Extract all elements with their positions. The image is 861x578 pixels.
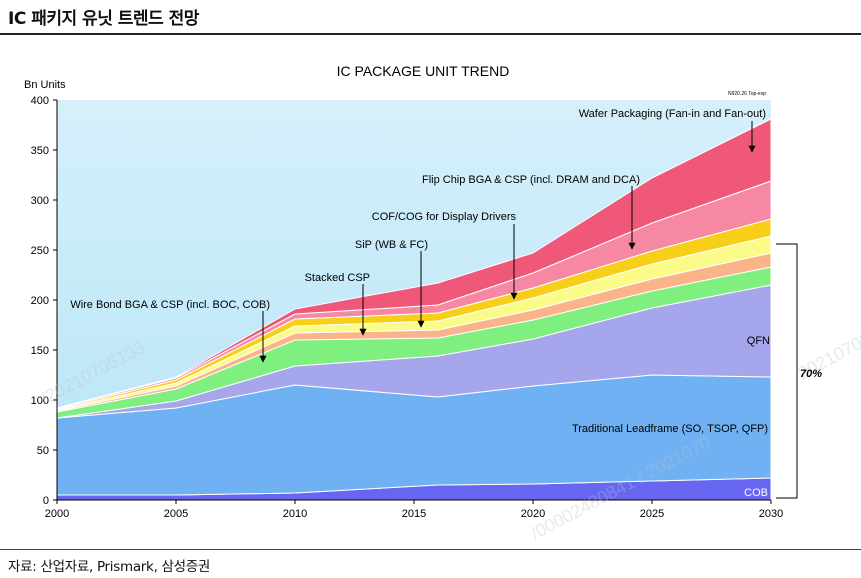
y-tick-label: 100 [31,395,49,407]
share-bracket-label: 70% [800,368,822,380]
annotation-stacked-csp: Stacked CSP [305,272,370,284]
x-tick-label: 2025 [640,508,664,520]
page-title: IC 패키지 유닛 트렌드 전망 [8,9,199,29]
annotation-qfn: QFN [747,335,770,347]
annotations: Wafer Packaging (Fan-in and Fan-out) Fli… [70,108,822,499]
y-tick-label: 350 [31,145,49,157]
ic-package-unit-chart: IC PACKAGE UNIT TREND Bn Units N920.26 T… [24,63,861,544]
title-divider [0,33,861,35]
x-tick-label: 2020 [521,508,545,520]
annotation-wafer-packaging: Wafer Packaging (Fan-in and Fan-out) [579,108,766,120]
y-axis-label: Bn Units [24,79,66,91]
annotation-flip-chip: Flip Chip BGA & CSP (incl. DRAM and DCA) [422,174,640,186]
source-note: 자료: 산업자료, Prismark, 삼성증권 [8,559,211,575]
y-tick-label: 200 [31,295,49,307]
share-bracket [776,243,798,499]
x-tick-label: 2000 [45,508,69,520]
x-tick-label: 2015 [402,508,426,520]
annotation-cob: COB [744,487,768,499]
area-series-8 [56,118,772,409]
area-layers [56,118,772,501]
x-tick-label: 2030 [759,508,783,520]
axes: 0 50 100 150 200 250 300 350 400 2000 2005 2010 2015… [31,95,784,520]
annotation-wire-bond: Wire Bond BGA & CSP (incl. BOC, COB) [70,299,270,311]
y-tick-label: 50 [37,445,49,457]
y-tick-label: 250 [31,245,49,257]
y-tick-label: 0 [43,495,49,507]
y-tick-label: 400 [31,95,49,107]
chart-note: N920.26 Top-exp [728,91,766,97]
y-tick-label: 300 [31,195,49,207]
footer-divider [0,549,861,550]
annotation-sip: SiP (WB & FC) [355,239,428,251]
x-tick-label: 2010 [283,508,307,520]
annotation-leadframe: Traditional Leadframe (SO, TSOP, QFP) [572,423,768,435]
chart-title: IC PACKAGE UNIT TREND [337,63,510,79]
x-tick-label: 2005 [164,508,188,520]
y-tick-label: 150 [31,345,49,357]
annotation-cof-cog: COF/COG for Display Drivers [372,211,517,223]
